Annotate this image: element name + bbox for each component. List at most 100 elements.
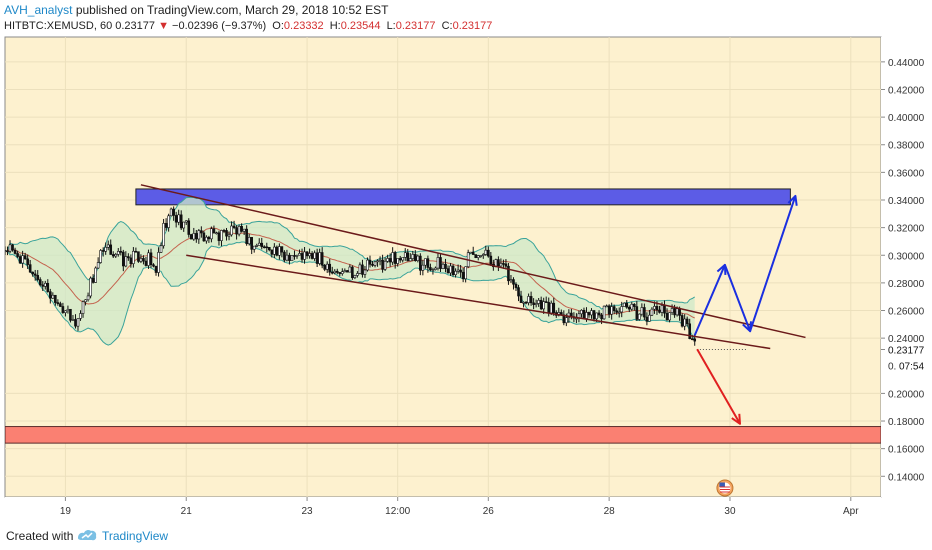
high-label: H:: [329, 20, 341, 32]
candle-body: [46, 282, 50, 292]
candle-body: [215, 232, 218, 235]
arrow-head: [787, 194, 798, 206]
candle-body: [308, 253, 311, 257]
symbol-header: HITBTC:XEMUSD, 60 0.23177 ▼ −0.02396 (−9…: [4, 20, 492, 32]
candle-body: [200, 230, 203, 234]
candle-body: [592, 310, 596, 320]
candle-body: [600, 314, 603, 320]
candle-body: [290, 255, 294, 261]
created-with-label: Created with: [6, 529, 74, 543]
candle-body: [242, 228, 246, 232]
candle-body: [630, 303, 634, 310]
candle-body: [363, 269, 367, 275]
candle-body: [111, 254, 115, 257]
candle-body: [643, 307, 646, 318]
candle-body: [169, 208, 173, 217]
candle-body: [147, 252, 150, 266]
candle-body: [313, 252, 316, 259]
candle-body: [268, 247, 271, 251]
price-axis[interactable]: [881, 37, 932, 497]
candle-body: [444, 263, 447, 269]
candle-body: [31, 271, 34, 275]
lower-channel-line: [186, 254, 771, 350]
candle-body: [383, 260, 387, 270]
candle-body: [300, 253, 304, 260]
candle-body: [366, 259, 369, 271]
candle-body: [487, 249, 490, 257]
x-tick-label: 21: [181, 506, 193, 517]
candle-body: [456, 269, 460, 272]
candle-body: [388, 258, 392, 263]
candle-body: [436, 257, 440, 269]
candle-body: [28, 264, 32, 273]
candle-body: [638, 313, 641, 320]
candle-body: [690, 338, 694, 340]
candle-body: [393, 252, 397, 264]
x-tick-label: Apr: [843, 506, 859, 517]
candle-body: [353, 275, 357, 279]
candle-body: [426, 258, 430, 268]
candle-body: [184, 220, 188, 223]
candle-body: [346, 270, 349, 273]
candle-body: [5, 250, 7, 253]
candle-body: [16, 253, 19, 257]
y-tick-label: 0.34000: [888, 196, 925, 207]
candle-body: [539, 299, 543, 310]
candle-body: [179, 214, 183, 229]
candle-body: [159, 245, 163, 253]
candle-body: [325, 263, 329, 270]
countdown-prefix: 0.: [888, 362, 896, 373]
x-tick-label: 28: [604, 506, 616, 517]
flag-canton: [719, 482, 725, 487]
candle-body: [484, 249, 488, 255]
candle-body: [522, 301, 525, 304]
candle-body: [451, 265, 455, 275]
candle-body: [348, 266, 352, 273]
candle-body: [509, 279, 513, 282]
candle-body: [21, 255, 24, 264]
candle-body: [502, 263, 505, 265]
candle-body: [255, 245, 259, 247]
candle-body: [464, 266, 467, 280]
candle-body: [497, 259, 500, 267]
tradingview-logo-icon[interactable]: [76, 527, 98, 543]
candle-body: [139, 258, 143, 262]
candle-body: [8, 244, 12, 252]
y-tick-label: 0.36000: [888, 168, 925, 179]
author-link[interactable]: AVH_analyst: [4, 3, 73, 17]
candle-body: [479, 255, 483, 257]
candle-body: [66, 308, 70, 312]
candle-body: [655, 306, 659, 311]
candle-body: [537, 299, 540, 304]
close-value: 0.23177: [452, 20, 493, 32]
candle-body: [371, 264, 374, 266]
y-tick-label: 0.16000: [888, 445, 925, 456]
candle-body: [149, 252, 153, 266]
candle-body: [106, 244, 110, 248]
tradingview-brand-link[interactable]: TradingView: [102, 529, 169, 543]
candle-body: [235, 227, 238, 235]
candle-body: [318, 252, 321, 264]
time-axis[interactable]: [5, 497, 881, 520]
candle-body: [212, 228, 216, 234]
low-label: L:: [386, 20, 396, 32]
candle-body: [124, 256, 128, 267]
candle-body: [99, 250, 102, 263]
candle-body: [96, 262, 100, 269]
candle-body: [507, 265, 510, 282]
close-label: C:: [441, 20, 453, 32]
candle-body: [446, 268, 450, 274]
candle-body: [449, 265, 452, 274]
candle-body: [396, 258, 399, 264]
last-price: 0.23177: [115, 20, 156, 32]
candle-body: [424, 258, 427, 266]
candle-body: [680, 315, 684, 327]
candle-body: [315, 252, 319, 264]
candle-body: [567, 312, 571, 318]
candle-body: [605, 305, 608, 308]
candle-body: [504, 263, 508, 267]
footer: Created with TradingView: [0, 520, 932, 550]
y-tick-label: 0.32000: [888, 224, 925, 235]
candle-body: [43, 282, 47, 287]
price-chart[interactable]: 0.44000 0.42000 0.40000 0.38000 0.36000 0.340…: [0, 0, 932, 520]
